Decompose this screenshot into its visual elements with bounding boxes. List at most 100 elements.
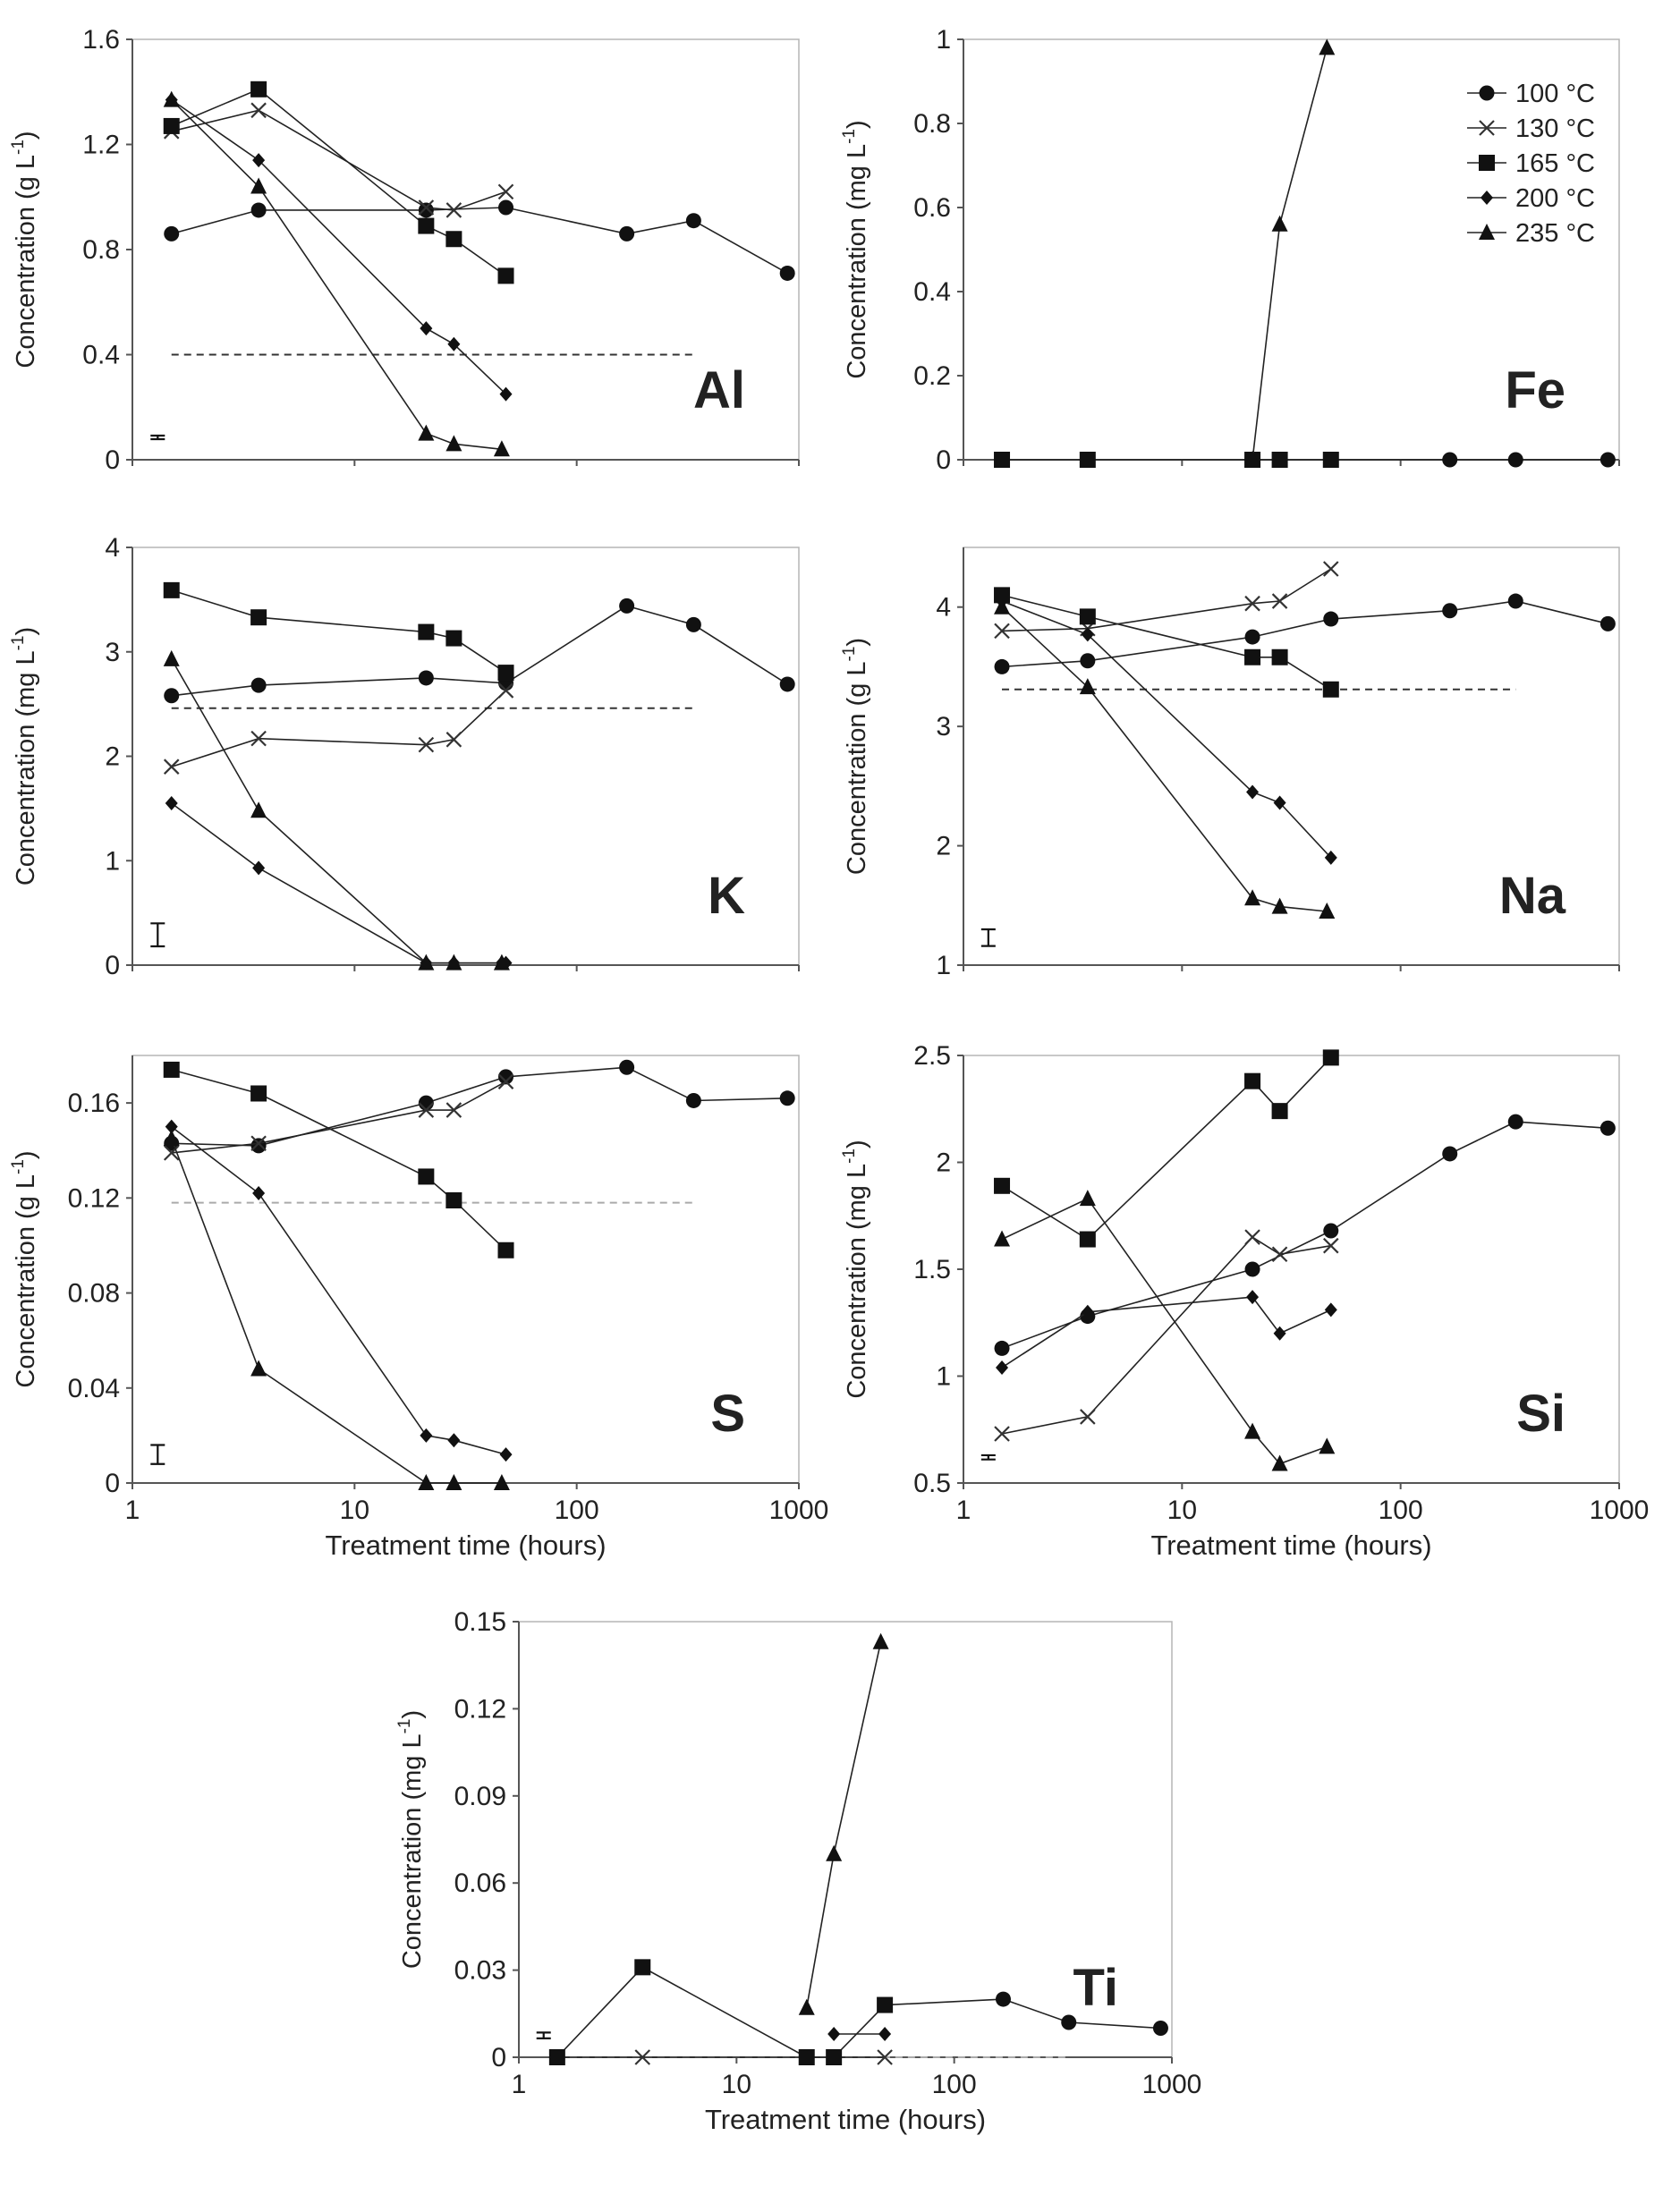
- y-tick-label: 0: [105, 951, 120, 980]
- element-label: Fe: [1505, 361, 1565, 420]
- element-label: Al: [693, 361, 745, 420]
- data-point: [1319, 1437, 1336, 1454]
- data-point: [418, 202, 434, 218]
- series-100-c: [164, 199, 795, 281]
- error-bar: [150, 434, 165, 441]
- y-tick-label: 3: [105, 638, 120, 667]
- data-point: [163, 1129, 180, 1146]
- x-tick-label: 100: [932, 2070, 977, 2099]
- series-line: [1001, 594, 1332, 691]
- data-point: [252, 1186, 266, 1201]
- data-point: [418, 1474, 435, 1490]
- y-tick-label: 0.15: [454, 1607, 506, 1637]
- y-axis-title-sup: -1: [9, 1159, 28, 1174]
- data-point: [418, 199, 435, 216]
- data-point: [1079, 1231, 1096, 1248]
- data-point: [445, 953, 462, 970]
- data-point: [420, 1428, 433, 1443]
- y-axis-title-sup: -1: [840, 647, 859, 662]
- data-point: [418, 736, 435, 753]
- panel-ti: 0 0.03 0.06 0.09 0.12 0.15 1 10 100 1000 Concentra…: [395, 1607, 1201, 2135]
- data-point: [164, 688, 180, 704]
- data-point: [1507, 452, 1523, 468]
- data-point: [163, 581, 180, 598]
- x-tick-label: 10: [1167, 1496, 1197, 1525]
- y-tick-label: 0: [936, 445, 951, 475]
- data-point: [1080, 1409, 1096, 1425]
- data-point: [163, 649, 180, 666]
- data-point: [994, 597, 1011, 614]
- data-point: [1324, 850, 1337, 865]
- y-axis-title: Concentration (mg L-1): [840, 120, 871, 378]
- y-axis-title-sup: -1: [395, 1719, 414, 1734]
- series-line: [885, 1998, 1161, 2030]
- data-point: [779, 1090, 795, 1106]
- series-line: [171, 88, 506, 277]
- data-point: [1271, 897, 1288, 914]
- data-point: [877, 2049, 893, 2065]
- data-point: [250, 102, 267, 119]
- series-line: [1001, 600, 1332, 859]
- y-tick-label: 1: [936, 1362, 951, 1392]
- y-tick-label: 0: [105, 445, 120, 475]
- x-axis-title: Treatment time (hours): [1150, 1530, 1431, 1561]
- series-235-c: [1244, 38, 1336, 467]
- y-tick-label: 0.12: [68, 1183, 120, 1213]
- x-axis-title: Treatment time (hours): [325, 1530, 606, 1561]
- data-point: [1323, 1237, 1339, 1254]
- y-tick-label: 0.06: [454, 1869, 506, 1898]
- data-point: [418, 1095, 434, 1111]
- y-axis-title-text: Concentration (g L: [12, 155, 40, 369]
- y-axis-title-close: ): [12, 131, 40, 140]
- series-100-c: [1323, 452, 1616, 468]
- data-point: [1599, 1120, 1616, 1136]
- data-point: [499, 1447, 513, 1462]
- series-165-c: [163, 581, 514, 682]
- series-165-c: [163, 81, 514, 284]
- error-bar: [980, 1453, 996, 1461]
- y-axis-title-close: ): [398, 1710, 427, 1719]
- data-point: [634, 1959, 651, 1976]
- data-point: [826, 2049, 843, 2065]
- y-axis-title-sup: -1: [840, 1148, 859, 1164]
- data-point: [877, 1996, 894, 2013]
- data-point: [447, 336, 461, 352]
- element-label: Na: [1499, 867, 1566, 925]
- plot-frame: [132, 1055, 800, 1484]
- data-point: [1271, 1454, 1288, 1471]
- data-point: [493, 1474, 510, 1490]
- y-axis-title-sup: -1: [9, 636, 28, 651]
- series-200-c: [996, 1290, 1337, 1375]
- y-axis-title: Concentration (mg L-1): [9, 627, 40, 886]
- series-200-c: [996, 594, 1337, 865]
- data-point: [165, 796, 178, 811]
- error-bar: [150, 922, 165, 948]
- series-line: [805, 1641, 882, 2008]
- series-line: [171, 658, 502, 964]
- y-axis-title-text: Concentration (g L: [12, 1174, 40, 1388]
- series-235-c: [994, 597, 1336, 919]
- y-tick-label: 3: [936, 712, 951, 742]
- data-point: [1244, 1261, 1260, 1277]
- data-point: [163, 1061, 180, 1078]
- y-axis-title: Concentration (mg L-1): [395, 1710, 427, 1969]
- data-point: [1081, 1304, 1094, 1319]
- error-bar: [536, 2031, 551, 2039]
- data-point: [1322, 1049, 1339, 1066]
- series-line: [171, 1069, 507, 1251]
- data-point: [418, 623, 435, 640]
- data-point: [1273, 1326, 1286, 1341]
- data-point: [493, 953, 510, 970]
- panel-s: 0 0.04 0.08 0.12 0.16 1 10 100 1000 Concentration…: [9, 1055, 828, 1561]
- y-tick-label: 1: [105, 846, 120, 876]
- series-130-c: [994, 561, 1339, 640]
- data-point: [163, 759, 180, 775]
- y-tick-label: 2: [936, 1148, 951, 1178]
- data-point: [165, 1119, 178, 1134]
- panel-fe: 0 0.2 0.4 0.6 0.8 1 Concentration (mg L-1) Fe: [840, 25, 1620, 475]
- data-point: [418, 670, 434, 686]
- data-point: [1271, 593, 1288, 609]
- data-point: [164, 225, 180, 242]
